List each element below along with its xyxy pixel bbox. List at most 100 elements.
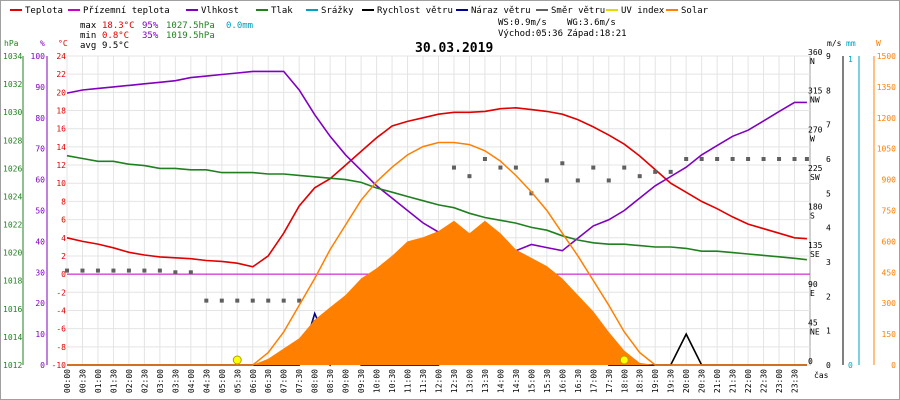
axis-unit-ms: m/s [827, 39, 842, 48]
axis-tick-label: 600 [882, 237, 897, 246]
wind-direction-point [591, 165, 596, 170]
wind-direction-point [157, 268, 162, 273]
chart-axes: hPa% °C m/s mm Wčas1034103210301028102610241… [3, 39, 896, 393]
wind-direction-point [142, 268, 147, 273]
axis-tick-label: 2 [61, 252, 66, 261]
wind-direction-point [126, 268, 131, 273]
uv-marker [619, 355, 629, 365]
axis-tick-label: 1500 [877, 52, 896, 61]
time-tick-label: 07:00 [280, 369, 289, 393]
axis-tick-label: 7 [826, 121, 831, 130]
axis-tick-label: 1032 [3, 80, 22, 89]
stat-min-press: 1019.5hPa [166, 31, 215, 41]
axis-tick-label: 10 [56, 179, 66, 188]
wind-direction-point [575, 178, 580, 183]
wind-direction-point [482, 157, 487, 161]
axis-tick-label: 1014 [3, 333, 22, 342]
time-tick-label: 19:00 [651, 369, 660, 393]
sunrise-time: Východ:05:36 [498, 29, 563, 39]
stat-rain: 0.0mm [226, 21, 253, 31]
axis-tick-label: 180 [808, 203, 823, 212]
axis-tick-label: 1350 [877, 83, 896, 92]
axis-tick-label: E [810, 289, 815, 298]
axis-tick-label: 0 [808, 357, 813, 366]
wind-avg-speed: WS:0.9m/s [498, 18, 547, 28]
axis-tick-label: 1030 [3, 108, 22, 117]
axis-tick-label: 150 [882, 330, 897, 339]
time-tick-label: 23:30 [791, 369, 800, 393]
time-tick-label: 07:30 [295, 369, 304, 393]
axis-tick-label: W [810, 134, 815, 143]
axis-tick-label: 1020 [3, 249, 22, 258]
time-tick-label: 05:30 [233, 369, 242, 393]
stat-avg-label: avg [80, 41, 96, 51]
wind-direction-point [777, 157, 782, 161]
wind-direction-point [668, 169, 673, 174]
wind-direction-point [80, 268, 85, 273]
time-tick-label: 04:00 [187, 369, 196, 393]
stat-avg-temp: 9.5°C [102, 41, 129, 51]
wind-direction-point [451, 165, 456, 170]
axis-tick-label: 100 [31, 52, 46, 61]
time-tick-label: 03:30 [171, 369, 180, 393]
axis-tick-label: 20 [35, 299, 45, 308]
time-tick-label: 09:00 [342, 369, 351, 393]
time-tick-label: 12:30 [450, 369, 459, 393]
time-tick-label: 06:00 [249, 369, 258, 393]
wind-direction-point [95, 268, 100, 273]
time-tick-label: 21:30 [729, 369, 738, 393]
axis-tick-label: 1050 [877, 145, 896, 154]
time-tick-label: 04:30 [202, 369, 211, 393]
wind-direction-point [637, 174, 642, 179]
axis-tick-label: SE [810, 250, 820, 259]
axis-tick-label: 1022 [3, 221, 22, 230]
axis-tick-label: 0 [848, 361, 853, 370]
axis-tick-label: 6 [826, 155, 831, 164]
time-tick-label: 23:00 [775, 369, 784, 393]
axis-tick-label: 8 [826, 86, 831, 95]
wind-direction-point [544, 178, 549, 183]
time-tick-label: 01:30 [109, 369, 118, 393]
axis-tick-label: 50 [35, 207, 45, 216]
axis-tick-label: 1028 [3, 136, 22, 145]
axis-tick-label: 1018 [3, 277, 22, 286]
axis-unit-temp: °C [58, 39, 68, 48]
series-teplota [66, 106, 807, 268]
axis-tick-label: 0 [891, 361, 896, 370]
axis-tick-label: 315 [808, 87, 823, 96]
axis-tick-label: 225 [808, 164, 823, 173]
axis-tick-label: 0 [826, 361, 831, 370]
axis-tick-label: 40 [35, 237, 45, 246]
axis-tick-label: 24 [56, 52, 66, 61]
legend-label: UV index [621, 6, 665, 16]
wind-direction-point [498, 165, 503, 170]
stat-min-label: min [80, 31, 96, 41]
time-tick-label: 18:30 [636, 369, 645, 393]
wind-direction-point [529, 191, 534, 196]
time-tick-label: 21:00 [713, 369, 722, 393]
axis-tick-label: 1034 [3, 52, 22, 61]
axis-tick-label: 450 [882, 268, 897, 277]
axis-tick-label: 90 [808, 280, 818, 289]
legend-label: Náraz větru [471, 6, 531, 16]
wind-direction-point [297, 298, 302, 303]
axis-tick-label: NE [810, 327, 820, 336]
wind-direction-point [746, 157, 751, 161]
time-tick-label: 20:00 [682, 369, 691, 393]
axis-tick-label: 1 [826, 327, 831, 336]
wind-direction-point [250, 298, 255, 303]
axis-tick-label: 2 [826, 292, 831, 301]
axis-tick-label: S [810, 212, 815, 221]
time-tick-label: 15:30 [543, 369, 552, 393]
axis-tick-label: 135 [808, 241, 823, 250]
wind-direction-point [219, 298, 224, 303]
time-tick-label: 16:30 [574, 369, 583, 393]
wind-direction-point [622, 165, 627, 170]
stat-max-hum: 95% [142, 21, 159, 31]
legend-label: Solar [681, 6, 709, 16]
wind-direction-point [804, 157, 809, 161]
axis-tick-label: 6 [61, 216, 66, 225]
time-tick-label: 03:00 [156, 369, 165, 393]
legend-label: Srážky [321, 6, 354, 16]
